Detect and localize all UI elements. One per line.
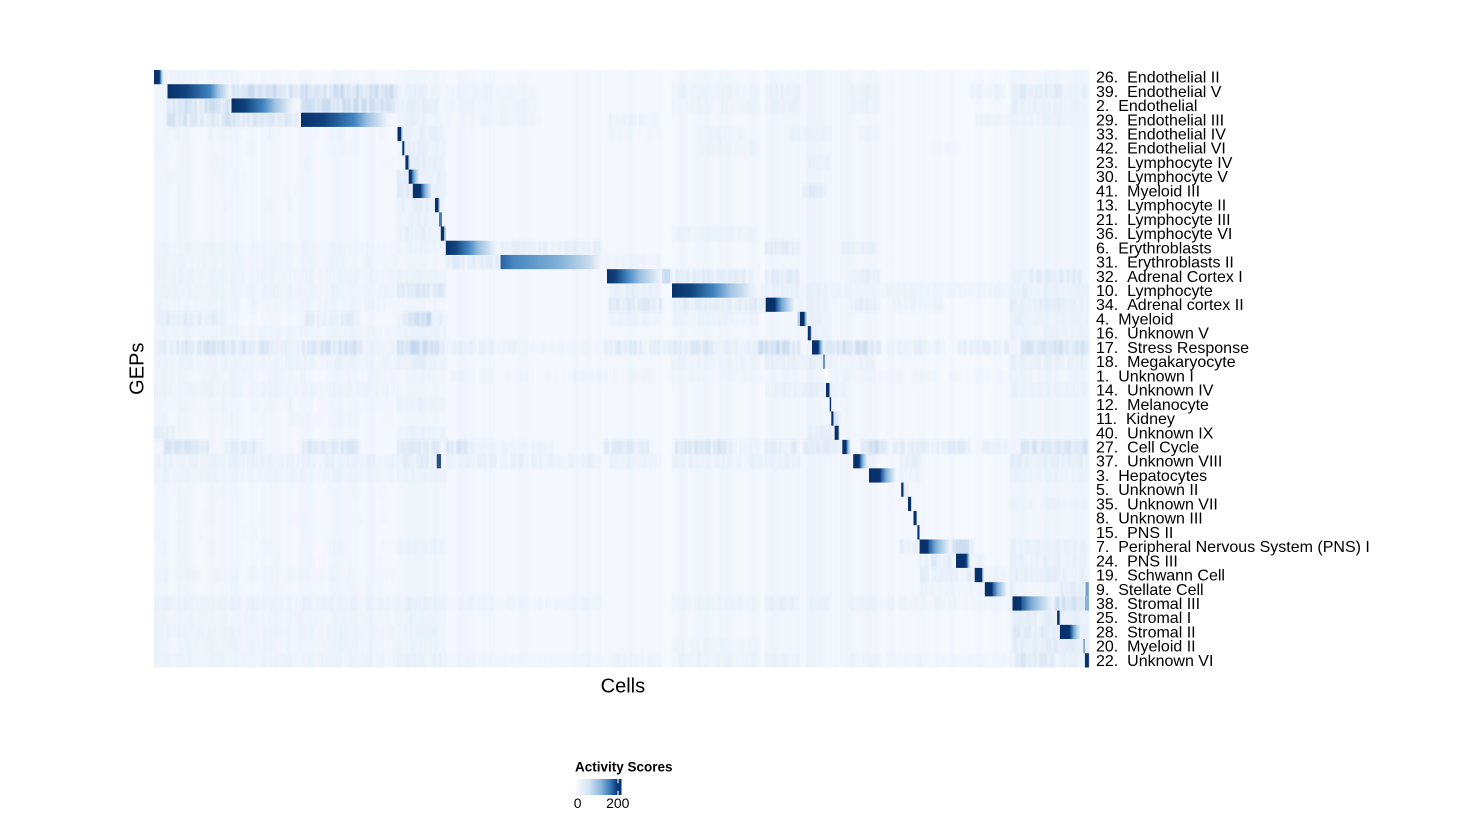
svg-text:Activity Scores: Activity Scores [575,759,673,774]
svg-text:27. Cell Cycle: 27. Cell Cycle [1096,439,1199,456]
svg-text:34. Adrenal cortex II: 34. Adrenal cortex II [1096,297,1244,314]
svg-text:41. Myeloid III: 41. Myeloid III [1096,183,1200,200]
svg-text:24. PNS III: 24. PNS III [1096,553,1178,570]
svg-text:Cells: Cells [601,676,645,698]
svg-text:33. Endothelial IV: 33. Endothelial IV [1096,127,1226,144]
svg-text:14. Unknown IV: 14. Unknown IV [1096,383,1214,400]
svg-text:30. Lymphocyte V: 30. Lymphocyte V [1096,169,1228,186]
svg-text:32. Adrenal Cortex I: 32. Adrenal Cortex I [1096,269,1243,286]
svg-text:1. Unknown I: 1. Unknown I [1096,368,1194,385]
svg-text:13. Lymphocyte II: 13. Lymphocyte II [1096,198,1226,215]
svg-text:28. Stromal II: 28. Stromal II [1096,624,1196,641]
svg-text:8. Unknown III: 8. Unknown III [1096,511,1203,528]
svg-text:35. Unknown VII: 35. Unknown VII [1096,496,1218,513]
svg-text:38. Stromal III: 38. Stromal III [1096,596,1200,613]
svg-text:40. Unknown IX: 40. Unknown IX [1096,425,1214,442]
svg-text:5. Unknown II: 5. Unknown II [1096,482,1198,499]
svg-text:11. Kidney: 11. Kidney [1096,411,1175,428]
svg-text:25. Stromal I: 25. Stromal I [1096,610,1191,627]
svg-text:18. Megakaryocyte: 18. Megakaryocyte [1096,354,1236,371]
svg-text:4. Myeloid: 4. Myeloid [1096,311,1173,328]
svg-text:42. Endothelial VI: 42. Endothelial VI [1096,141,1226,158]
svg-text:26. Endothelial II: 26. Endothelial II [1096,70,1220,87]
svg-text:23. Lymphocyte IV: 23. Lymphocyte IV [1096,155,1233,172]
svg-text:39. Endothelial V: 39. Endothelial V [1096,84,1222,101]
svg-text:GEPs: GEPs [127,343,149,395]
svg-text:36. Lymphocyte VI: 36. Lymphocyte VI [1096,226,1232,243]
svg-text:31. Erythroblasts II: 31. Erythroblasts II [1096,255,1234,272]
svg-text:19. Schwann Cell: 19. Schwann Cell [1096,568,1225,585]
svg-text:3. Hepatocytes: 3. Hepatocytes [1096,468,1207,485]
svg-text:20. Myeloid II: 20. Myeloid II [1096,639,1196,656]
svg-text:6. Erythroblasts: 6. Erythroblasts [1096,240,1212,257]
svg-text:29. Endothelial III: 29. Endothelial III [1096,112,1224,129]
svg-text:9. Stellate Cell: 9. Stellate Cell [1096,582,1204,599]
svg-text:21. Lymphocyte III: 21. Lymphocyte III [1096,212,1231,229]
svg-text:22. Unknown VI: 22. Unknown VI [1096,653,1213,670]
svg-text:17. Stress Response: 17. Stress Response [1096,340,1249,357]
svg-text:10. Lymphocyte: 10. Lymphocyte [1096,283,1213,300]
svg-text:7. Peripheral Nervous System: 7. Peripheral Nervous System (PNS) I [1096,539,1370,556]
svg-text:12. Melanocyte: 12. Melanocyte [1096,397,1209,414]
svg-text:16. Unknown V: 16. Unknown V [1096,326,1209,343]
svg-text:37. Unknown VIII: 37. Unknown VIII [1096,454,1222,471]
svg-text:0: 0 [574,795,582,811]
svg-text:15. PNS II: 15. PNS II [1096,525,1173,542]
svg-text:200: 200 [606,795,630,811]
svg-text:2. Endothelial: 2. Endothelial [1096,98,1197,115]
